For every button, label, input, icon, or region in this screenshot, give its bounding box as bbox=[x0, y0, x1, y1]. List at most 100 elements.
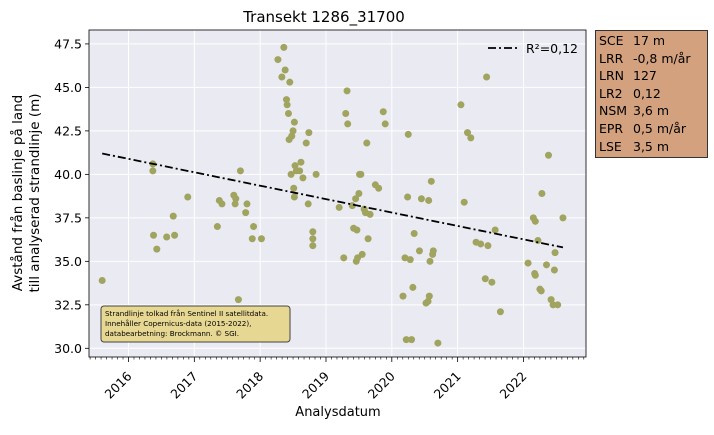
data-point bbox=[290, 118, 298, 126]
legend-label: R²=0,12 bbox=[526, 41, 578, 56]
data-point bbox=[477, 240, 485, 248]
data-point bbox=[484, 242, 492, 250]
data-point bbox=[274, 56, 282, 64]
data-point bbox=[342, 109, 350, 117]
data-point bbox=[309, 228, 317, 236]
y-tick-label: 30.0 bbox=[54, 341, 82, 356]
data-point bbox=[290, 193, 298, 201]
data-point bbox=[304, 200, 312, 208]
data-point bbox=[218, 200, 226, 208]
x-tick-label: 2019 bbox=[299, 368, 332, 401]
data-point bbox=[296, 167, 304, 175]
stat-row: LR2 0,12 bbox=[599, 85, 707, 103]
data-point bbox=[408, 336, 416, 344]
data-point bbox=[242, 209, 250, 217]
data-point bbox=[544, 151, 552, 159]
data-point bbox=[290, 184, 298, 192]
data-point bbox=[352, 195, 360, 203]
data-point bbox=[524, 259, 532, 267]
data-point bbox=[340, 254, 348, 262]
stat-value: 127 bbox=[633, 68, 657, 84]
data-note: Strandlinje tolkad från Sentinel II sate… bbox=[100, 305, 291, 343]
data-point bbox=[281, 66, 289, 74]
y-tick-label: 47.5 bbox=[54, 36, 82, 51]
plot-area bbox=[89, 30, 586, 357]
data-point bbox=[531, 217, 539, 225]
data-point bbox=[286, 78, 294, 86]
data-point bbox=[366, 210, 374, 218]
data-point bbox=[425, 196, 433, 204]
data-point bbox=[357, 170, 365, 178]
stat-row: NSM 3,6 m bbox=[599, 102, 707, 120]
y-tick-label: 35.0 bbox=[54, 254, 82, 269]
data-point bbox=[550, 266, 558, 274]
data-point bbox=[399, 292, 407, 300]
trend-line bbox=[101, 152, 564, 249]
data-point bbox=[404, 130, 412, 138]
data-point bbox=[343, 87, 351, 95]
stat-value: 0,12 bbox=[633, 85, 661, 101]
plot-border bbox=[88, 29, 587, 358]
y-axis-ticks: 30.0 32.5 35.0 37.5 40.0 42.5 45.0 47.5 bbox=[54, 36, 89, 356]
data-point bbox=[163, 233, 171, 241]
data-point bbox=[410, 230, 418, 238]
data-point bbox=[417, 195, 425, 203]
data-point bbox=[559, 214, 567, 222]
stat-key: SCE bbox=[599, 33, 624, 48]
data-point bbox=[284, 109, 292, 117]
x-tick-label: 2016 bbox=[102, 368, 135, 401]
data-point bbox=[491, 226, 499, 234]
stat-row: LRN 127 bbox=[599, 67, 707, 85]
stat-value: 3,6 m bbox=[633, 103, 670, 119]
stats-rows: SCE 17 m LRR -0,8 m/år LRN 127 LR2 0,12 NSM 3,6 m… bbox=[599, 32, 707, 155]
data-point bbox=[305, 129, 313, 137]
data-point bbox=[364, 235, 372, 243]
y-axis-label-line-2: till analyserad strandlinje (m) bbox=[27, 93, 43, 292]
stat-value: 3,5 m bbox=[633, 138, 670, 154]
data-point bbox=[496, 308, 504, 316]
data-point bbox=[98, 276, 106, 284]
stat-row: SCE 17 m bbox=[599, 32, 707, 50]
data-point bbox=[537, 287, 545, 295]
data-point bbox=[302, 139, 310, 147]
data-point bbox=[429, 247, 437, 255]
data-point bbox=[169, 212, 177, 220]
data-point bbox=[425, 292, 433, 300]
data-point bbox=[402, 336, 410, 344]
data-point bbox=[358, 250, 366, 258]
data-point bbox=[149, 167, 157, 175]
data-point bbox=[481, 275, 489, 283]
data-point bbox=[409, 283, 417, 291]
data-point bbox=[257, 235, 265, 243]
data-point bbox=[184, 193, 192, 201]
data-point bbox=[335, 203, 343, 211]
stat-key: EPR bbox=[599, 120, 624, 136]
stats-panel: SCE 17 m LRR -0,8 m/år LRN 127 LR2 0,12 NSM 3,6 m… bbox=[595, 30, 708, 158]
data-point bbox=[297, 158, 305, 166]
data-point bbox=[543, 261, 551, 269]
y-tick-label: 40.0 bbox=[54, 167, 82, 182]
data-point bbox=[312, 170, 320, 178]
stat-value: -0,8 m/år bbox=[633, 50, 691, 66]
data-point bbox=[531, 271, 539, 279]
data-point bbox=[488, 278, 496, 286]
data-point bbox=[309, 242, 317, 250]
stat-key: LR2 bbox=[599, 85, 623, 101]
stat-key: LSE bbox=[599, 138, 622, 154]
data-point bbox=[150, 231, 158, 239]
x-tick-label: 2020 bbox=[365, 368, 398, 401]
legend: R²=0,12 bbox=[488, 41, 578, 56]
data-point bbox=[426, 257, 434, 265]
data-point bbox=[309, 235, 317, 243]
data-point bbox=[236, 167, 244, 175]
data-point bbox=[464, 129, 472, 137]
stat-row: LSE 3,5 m bbox=[599, 138, 707, 156]
data-point bbox=[551, 249, 559, 257]
data-point bbox=[278, 73, 286, 81]
data-point bbox=[434, 339, 442, 347]
data-point bbox=[287, 170, 295, 178]
data-point bbox=[401, 254, 409, 262]
data-point bbox=[353, 226, 361, 234]
